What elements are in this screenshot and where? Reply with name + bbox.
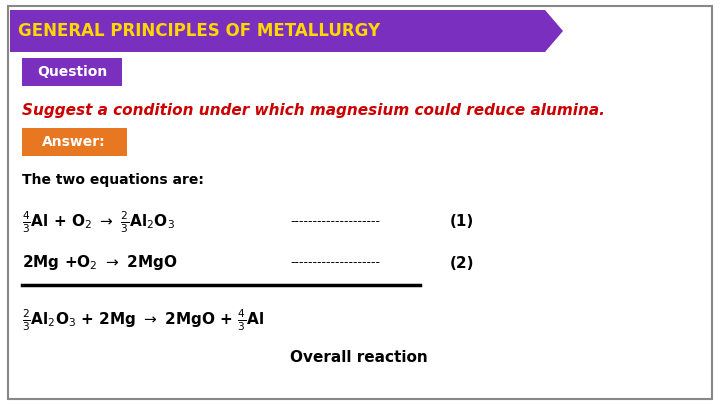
- Text: (2): (2): [450, 256, 474, 271]
- Text: Suggest a condition under which magnesium could reduce alumina.: Suggest a condition under which magnesiu…: [22, 102, 605, 117]
- Text: --------------------: --------------------: [290, 256, 380, 269]
- Text: $\frac{4}{3}$Al + O$_2$ $\rightarrow$ $\frac{2}{3}$Al$_2$O$_3$: $\frac{4}{3}$Al + O$_2$ $\rightarrow$ $\…: [22, 209, 175, 235]
- Text: GENERAL PRINCIPLES OF METALLURGY: GENERAL PRINCIPLES OF METALLURGY: [18, 22, 380, 40]
- FancyBboxPatch shape: [22, 128, 127, 156]
- Text: The two equations are:: The two equations are:: [22, 173, 204, 187]
- Polygon shape: [10, 10, 563, 52]
- Text: Answer:: Answer:: [42, 135, 106, 149]
- Text: Overall reaction: Overall reaction: [290, 350, 428, 365]
- FancyBboxPatch shape: [22, 58, 122, 86]
- Text: 2Mg +O$_2$ $\rightarrow$ 2MgO: 2Mg +O$_2$ $\rightarrow$ 2MgO: [22, 254, 177, 273]
- Text: (1): (1): [450, 215, 474, 230]
- Text: Question: Question: [37, 65, 107, 79]
- Text: $\frac{2}{3}$Al$_2$O$_3$ + 2Mg $\rightarrow$ 2MgO + $\frac{4}{3}$Al: $\frac{2}{3}$Al$_2$O$_3$ + 2Mg $\rightar…: [22, 307, 264, 333]
- Text: --------------------: --------------------: [290, 215, 380, 228]
